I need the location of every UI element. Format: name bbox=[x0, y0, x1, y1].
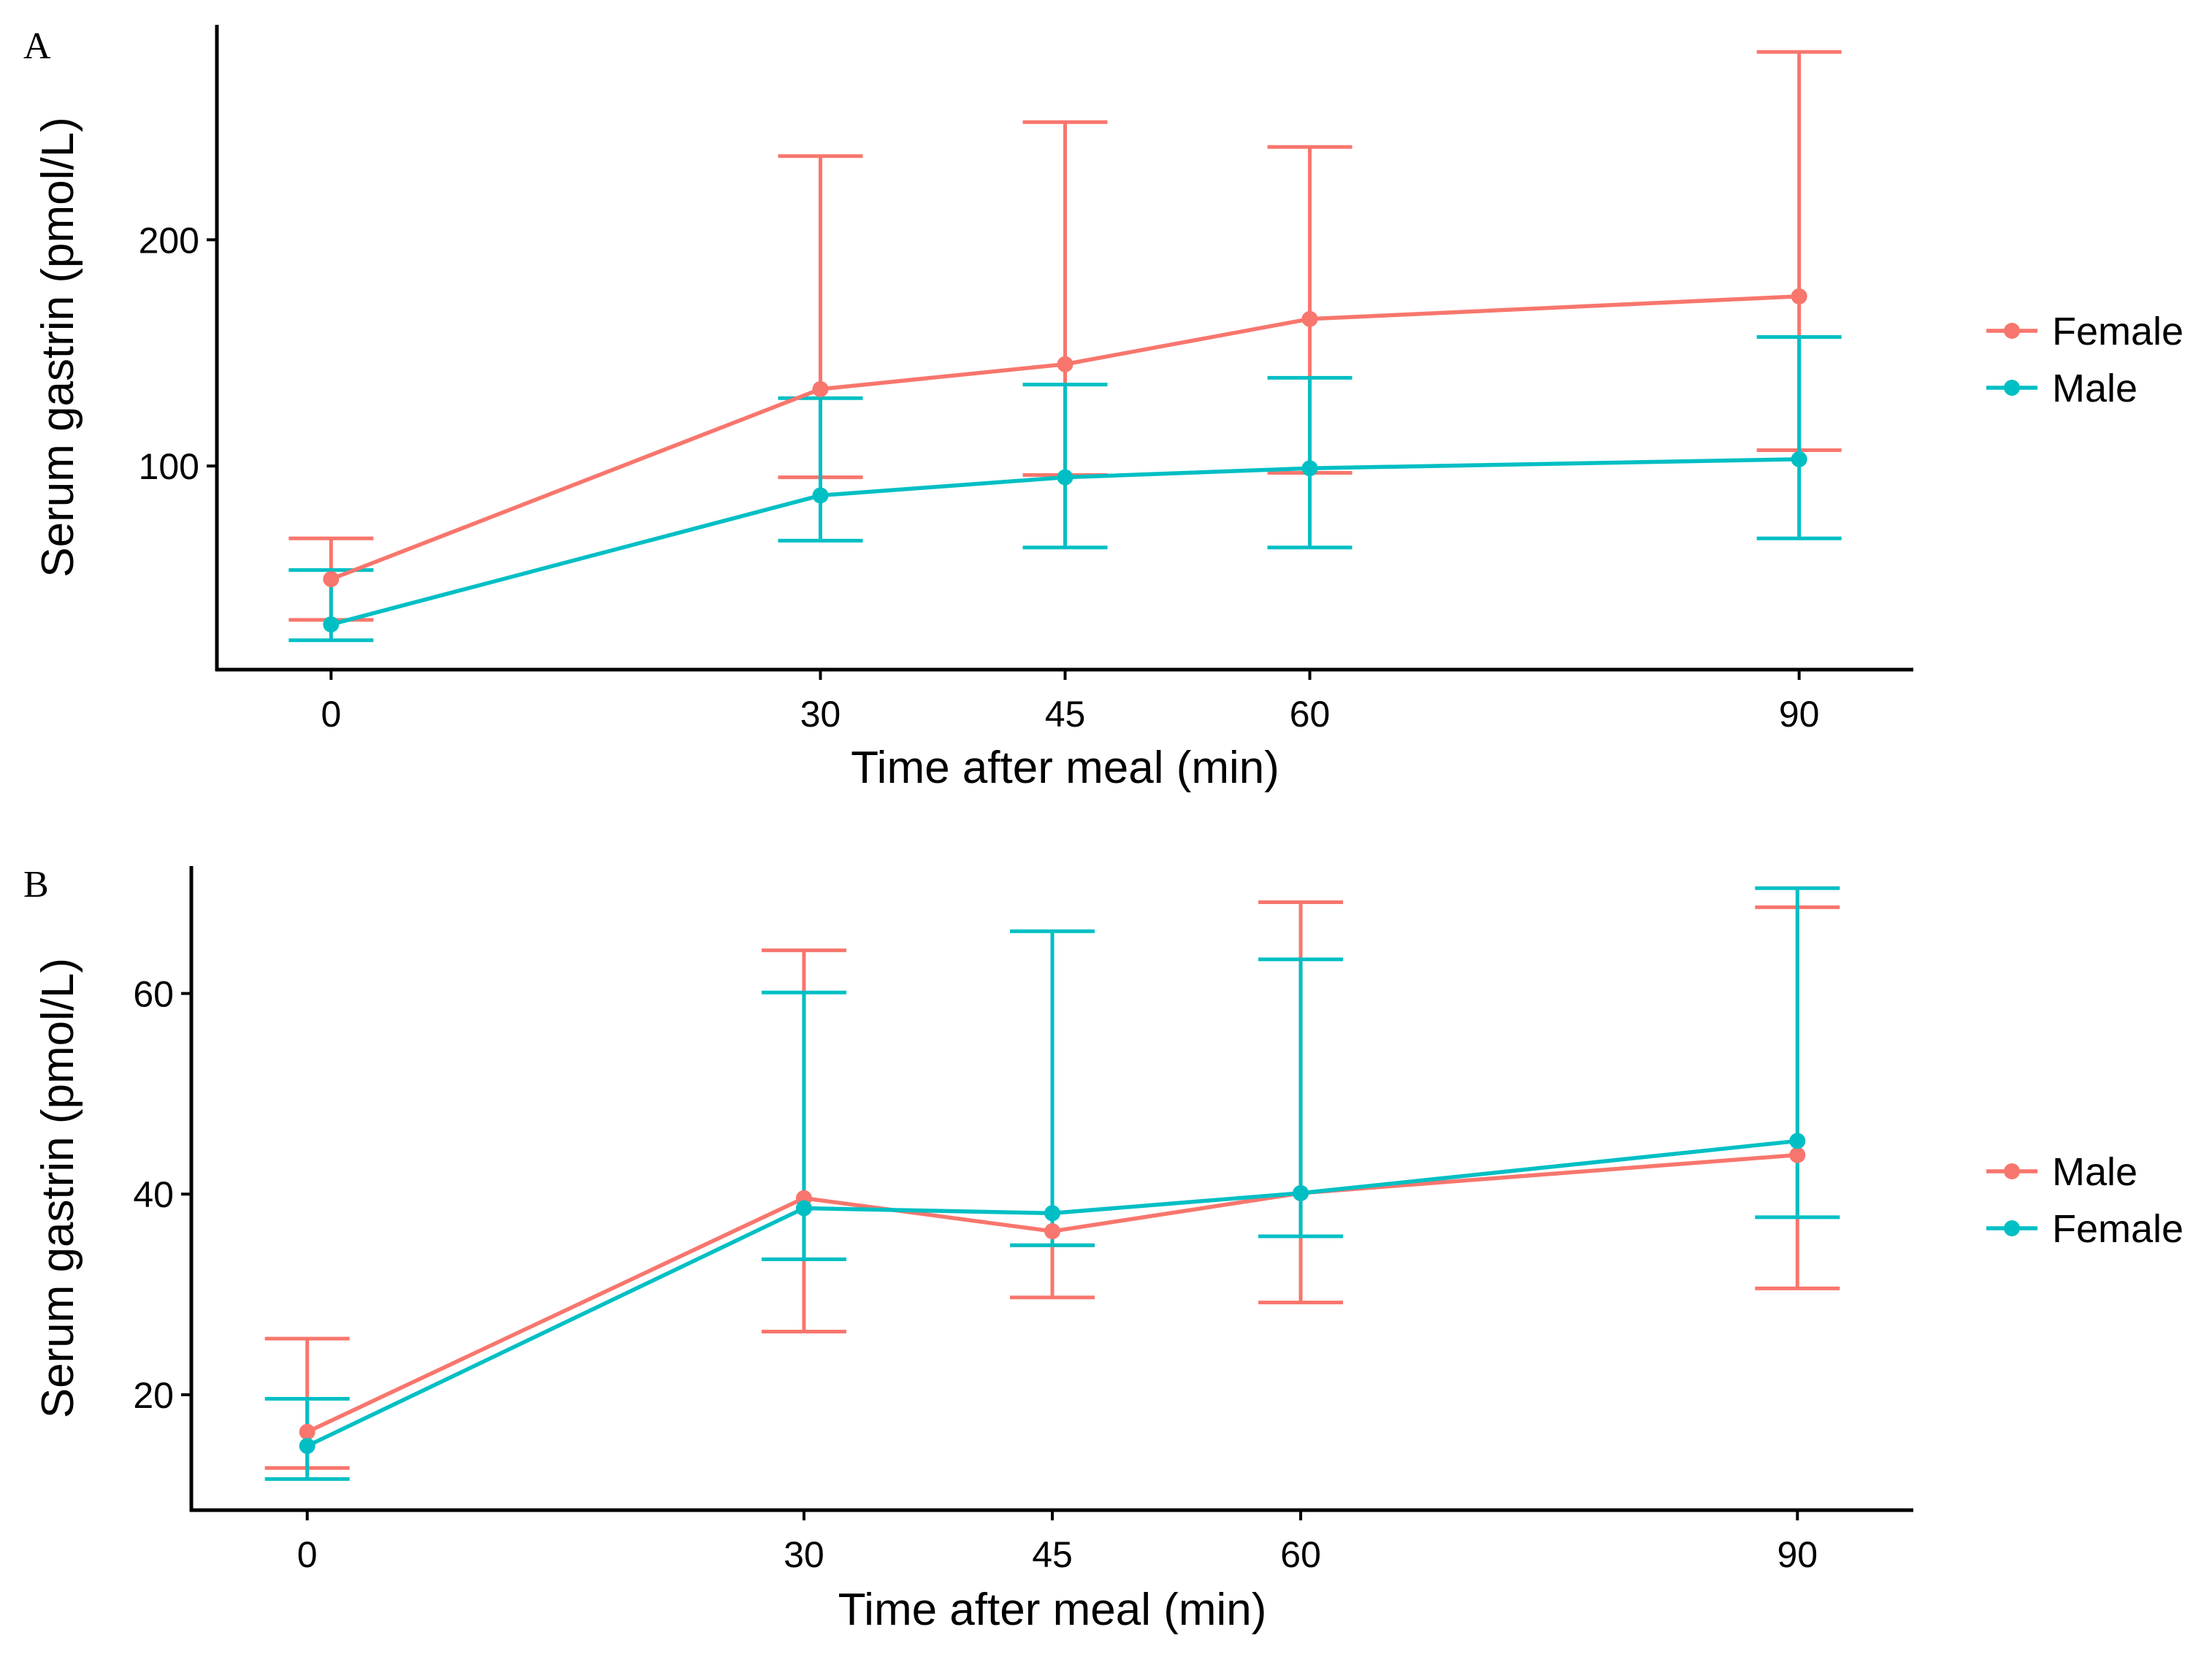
panel-a-male-point bbox=[1791, 451, 1807, 467]
panel-b-male-point bbox=[1789, 1146, 1806, 1163]
panel-a-female-point bbox=[1057, 356, 1074, 372]
panel-b-letter: B bbox=[23, 864, 49, 906]
panel-b-female-point bbox=[1293, 1184, 1309, 1201]
panel-a: 100 200 0 30 45 60 90 Time after meal (min) Seru… bbox=[23, 25, 2184, 793]
panel-a-male-point bbox=[1057, 469, 1074, 486]
panel-a-male-point bbox=[812, 487, 829, 504]
panel-a-legend-item-male: Male bbox=[1986, 367, 2138, 410]
panel-a-y-axis-title: Serum gastrin (pmol/L) bbox=[33, 117, 83, 578]
panel-a-x-tick-label: 45 bbox=[1045, 694, 1086, 735]
panel-a-x-tick-label: 30 bbox=[800, 694, 841, 735]
panel-a-legend-label-male: Male bbox=[2052, 367, 2138, 410]
panel-a-y-tick-label: 100 bbox=[139, 446, 199, 487]
panel-b-legend-label-male: Male bbox=[2052, 1150, 2138, 1194]
panel-b-legend-label-female: Female bbox=[2052, 1207, 2184, 1251]
panel-a-female-point bbox=[323, 571, 340, 588]
panel-b-y-axis-title: Serum gastrin (pmol/L) bbox=[33, 958, 83, 1419]
panel-a-x-tick-label: 90 bbox=[1779, 694, 1820, 735]
panel-a-male-error-bar bbox=[778, 396, 863, 543]
panel-b-x-axis-title: Time after meal (min) bbox=[838, 1585, 1267, 1635]
panel-a-female-point bbox=[1791, 288, 1807, 305]
panel-a-female-point bbox=[812, 380, 829, 397]
panel-b-legend-key-point-female bbox=[2004, 1220, 2020, 1236]
panel-b-female-error-bar bbox=[1010, 929, 1095, 1247]
panel-b: 20 40 60 0 30 45 60 90 Time after meal (min) Seru… bbox=[23, 864, 2184, 1635]
panel-b-legend-key-point-male bbox=[2004, 1163, 2020, 1179]
panel-b-female-point bbox=[795, 1200, 812, 1217]
panel-a-male-error-bar bbox=[1756, 335, 1842, 540]
panel-b-female-point bbox=[1044, 1205, 1060, 1222]
panel-b-y-tick-label: 20 bbox=[133, 1375, 174, 1416]
panel-a-female-point bbox=[1301, 310, 1318, 327]
panel-a-male-error-bar bbox=[1022, 383, 1108, 550]
panel-a-letter: A bbox=[23, 26, 51, 67]
panel-b-male-point bbox=[299, 1423, 315, 1440]
panel-b-x-tick-label: 90 bbox=[1777, 1534, 1818, 1575]
panel-b-x-tick-label: 30 bbox=[784, 1534, 824, 1575]
panel-b-x-tick-label: 0 bbox=[297, 1534, 318, 1575]
panel-a-legend-item-female: Female bbox=[1986, 310, 2184, 353]
panel-a-male-point bbox=[323, 616, 340, 633]
panel-b-female-error-bar bbox=[761, 990, 846, 1262]
panel-b-female-point bbox=[1789, 1133, 1806, 1149]
panel-b-x-tick-label: 60 bbox=[1280, 1534, 1321, 1575]
panel-a-x-axis-title: Time after meal (min) bbox=[851, 743, 1279, 793]
panel-a-legend-key-point-female bbox=[2004, 323, 2020, 339]
panel-a-legend-label-female: Female bbox=[2052, 310, 2184, 353]
panel-a-y-tick-label: 200 bbox=[139, 220, 199, 261]
panel-a-x-tick-label: 60 bbox=[1290, 694, 1331, 735]
panel-a-male-point bbox=[1301, 460, 1318, 477]
panel-b-y-tick-label: 40 bbox=[133, 1174, 174, 1215]
panel-a-x-tick-label: 0 bbox=[321, 694, 341, 735]
panel-b-y-tick-label: 60 bbox=[133, 973, 174, 1014]
panel-b-male-point bbox=[1044, 1223, 1060, 1240]
panel-b-legend-item-male: Male bbox=[1986, 1150, 2138, 1194]
panel-b-legend-item-female: Female bbox=[1986, 1207, 2184, 1251]
panel-b-female-point bbox=[299, 1438, 315, 1455]
panel-b-female-error-bar bbox=[1755, 886, 1840, 1220]
panel-b-x-tick-label: 45 bbox=[1032, 1534, 1073, 1575]
panel-b-male-error-bar bbox=[1010, 1243, 1095, 1300]
panel-a-legend-key-point-male bbox=[2004, 380, 2020, 396]
